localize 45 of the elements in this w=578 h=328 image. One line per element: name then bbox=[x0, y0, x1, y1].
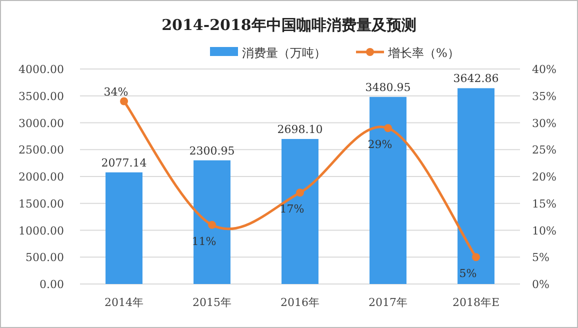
y-tick-label: 1500.00 bbox=[18, 197, 64, 210]
legend-label: 消费量（万吨） bbox=[242, 46, 326, 60]
y-tick-label: 2000.00 bbox=[18, 170, 64, 184]
y-tick-label: 3000.00 bbox=[18, 116, 64, 130]
y-tick-label: 0.00 bbox=[40, 278, 64, 291]
bar bbox=[106, 172, 142, 284]
point bbox=[472, 253, 480, 262]
x-tick-label: 2016年 bbox=[280, 296, 320, 309]
point bbox=[208, 220, 216, 229]
y2-tick-label: 10% bbox=[532, 224, 556, 238]
point bbox=[384, 124, 392, 132]
y2-tick-label: 40% bbox=[532, 63, 556, 76]
bar bbox=[282, 138, 318, 284]
data-label: 5% bbox=[459, 267, 477, 280]
x-tick-label: 2017年 bbox=[368, 296, 408, 309]
data-label: 3642.86 bbox=[453, 72, 499, 86]
y2-tick-label: 25% bbox=[532, 144, 556, 157]
y2-tick-label: 35% bbox=[532, 90, 556, 103]
point bbox=[120, 97, 128, 106]
data-label: 3480.95 bbox=[365, 80, 411, 94]
x-tick-label: 2015年 bbox=[192, 296, 232, 309]
y-tick-label: 500.00 bbox=[26, 251, 64, 264]
data-label: 2077.14 bbox=[101, 156, 147, 170]
data-label: 2300.95 bbox=[189, 144, 235, 158]
y2-tick-label: 5% bbox=[532, 251, 550, 264]
legend-增长率（%）: 增长率（%） bbox=[356, 46, 460, 60]
legend-label: 增长率（%） bbox=[387, 46, 460, 60]
chart-title: 2014-2018年中国咖啡消费量及预测 bbox=[162, 16, 416, 34]
y-tick-label: 3500.00 bbox=[18, 90, 64, 103]
y2-tick-label: 20% bbox=[532, 170, 556, 184]
data-label: 34% bbox=[104, 85, 128, 98]
bar bbox=[370, 96, 406, 284]
y2-tick-label: 15% bbox=[532, 197, 556, 210]
bar bbox=[194, 160, 230, 284]
y-tick-label: 1000.00 bbox=[18, 224, 64, 238]
y-tick-label: 4000.00 bbox=[18, 63, 64, 76]
y2-tick-label: 30% bbox=[532, 116, 556, 130]
y2-tick-label: 0% bbox=[532, 278, 550, 291]
bar bbox=[458, 88, 494, 284]
legend-消费量（万吨）: 消费量（万吨） bbox=[210, 46, 326, 60]
data-label: 2698.10 bbox=[277, 122, 323, 136]
y-tick-label: 2500.00 bbox=[18, 144, 64, 157]
x-tick-label: 2018年E bbox=[452, 296, 500, 309]
point bbox=[296, 188, 304, 197]
x-tick-label: 2014年 bbox=[104, 296, 144, 309]
